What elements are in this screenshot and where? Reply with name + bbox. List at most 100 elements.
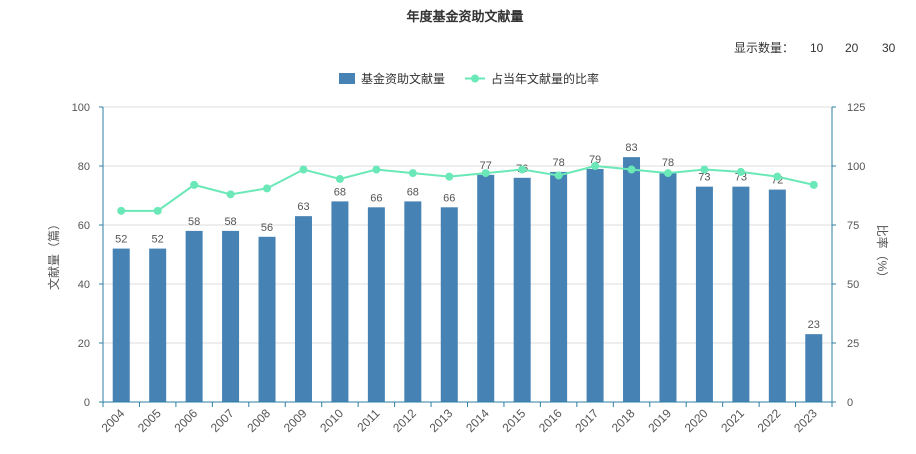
display-count-20-button[interactable]: 20 [845, 41, 859, 55]
y2-tick-label: 0 [847, 397, 853, 409]
bar-value-label: 79 [589, 154, 601, 166]
x-tick-label: 2013 [427, 406, 456, 435]
bar-2013[interactable] [440, 207, 458, 402]
ratio-point-2010[interactable] [335, 174, 344, 183]
bar-2020[interactable] [695, 186, 713, 402]
y2-tick-label: 25 [847, 338, 859, 350]
bar-2019[interactable] [659, 171, 677, 402]
ratio-point-2013[interactable] [445, 172, 454, 181]
ratio-point-2019[interactable] [663, 169, 672, 178]
x-tick-label: 2011 [354, 406, 382, 434]
legend-bar-label: 基金资助文献量 [361, 71, 445, 86]
ratio-point-2021[interactable] [736, 167, 745, 176]
y2-axis-title: 比率（%） [875, 225, 890, 284]
grid [103, 106, 832, 403]
ratio-point-2007[interactable] [226, 190, 235, 199]
legend-bar-swatch [339, 73, 355, 84]
legend-line-label: 占当年文献量的比率 [491, 71, 599, 86]
bar-2015[interactable] [513, 177, 531, 402]
bar-value-label: 77 [480, 160, 492, 172]
ratio-point-2020[interactable] [700, 165, 709, 174]
ratio-point-2009[interactable] [299, 165, 308, 174]
bar-value-label: 68 [407, 186, 419, 198]
x-tick-label: 2022 [755, 406, 784, 435]
display-count-label: 显示数量： [734, 40, 794, 55]
legend-item-bar[interactable]: 基金资助文献量 [339, 71, 445, 86]
bar-2005[interactable] [149, 248, 167, 402]
ratio-line [121, 164, 814, 212]
bar-value-label: 78 [662, 157, 674, 169]
legend-line-dot [471, 74, 479, 83]
chart-title: 年度基金资助文献量 [406, 9, 523, 24]
y-axis-title: 文献量（篇） [46, 218, 61, 290]
bar-value-label: 58 [224, 216, 236, 228]
display-count-30-button[interactable]: 30 [882, 41, 896, 55]
bar-value-label: 58 [188, 216, 200, 228]
ratio-point-2015[interactable] [518, 165, 527, 174]
ratio-point-2011[interactable] [372, 165, 381, 174]
bar-value-label: 52 [115, 234, 127, 246]
bar-value-label: 68 [334, 186, 346, 198]
x-tick-label: 2014 [463, 406, 492, 435]
bar-2017[interactable] [586, 168, 604, 402]
y-tick-label: 0 [84, 397, 90, 409]
x-tick-label: 2018 [609, 406, 638, 435]
line-series [117, 162, 818, 215]
y-tick-label: 40 [78, 279, 90, 291]
bar-value-label: 56 [261, 222, 273, 234]
ratio-point-2018[interactable] [627, 165, 636, 174]
x-tick-label: 2021 [718, 406, 747, 435]
y2-tick-label: 125 [847, 102, 865, 114]
bar-value-label: 73 [698, 172, 710, 184]
y-axis-ticks: 0 20 40 60 80 100 [72, 102, 103, 409]
bar-2008[interactable] [258, 236, 276, 402]
x-tick-label: 2007 [208, 406, 237, 435]
bar-2010[interactable] [331, 201, 349, 402]
bar-series [112, 157, 823, 402]
x-tick-label: 2015 [500, 406, 529, 435]
y2-tick-label: 50 [847, 279, 859, 291]
x-tick-label: 2012 [390, 406, 419, 435]
bar-2009[interactable] [294, 216, 312, 402]
bar-2007[interactable] [222, 230, 240, 402]
x-tick-label: 2006 [171, 406, 200, 435]
y-tick-label: 60 [78, 220, 90, 232]
bar-2004[interactable] [112, 248, 130, 402]
x-tick-label: 2023 [791, 406, 820, 435]
bar-2023[interactable] [805, 334, 823, 402]
ratio-point-2016[interactable] [554, 171, 563, 180]
display-count-10-button[interactable]: 10 [810, 41, 824, 55]
axes [102, 107, 833, 403]
ratio-point-2008[interactable] [263, 184, 272, 193]
bar-value-label: 83 [625, 142, 637, 154]
bar-2018[interactable] [623, 157, 641, 402]
bar-value-label: 66 [443, 192, 455, 204]
legend: 基金资助文献量 占当年文献量的比率 [339, 71, 599, 86]
ratio-point-2006[interactable] [190, 180, 199, 189]
ratio-point-2017[interactable] [591, 162, 600, 170]
bar-2014[interactable] [477, 174, 495, 402]
ratio-point-2004[interactable] [117, 206, 126, 215]
x-tick-label: 2009 [281, 406, 310, 435]
x-tick-label: 2017 [572, 406, 601, 435]
bar-2006[interactable] [185, 230, 203, 402]
x-tick-label: 2020 [682, 406, 711, 435]
ratio-point-2005[interactable] [153, 206, 162, 215]
ratio-point-2012[interactable] [408, 169, 417, 178]
bar-2016[interactable] [550, 171, 568, 402]
legend-item-line[interactable]: 占当年文献量的比率 [465, 71, 599, 86]
bar-2011[interactable] [367, 207, 385, 402]
bar-2022[interactable] [768, 189, 786, 402]
x-tick-label: 2010 [317, 406, 346, 435]
y2-tick-label: 75 [847, 220, 859, 232]
bar-value-label: 73 [735, 172, 747, 184]
ratio-point-2014[interactable] [481, 169, 490, 178]
bar-2012[interactable] [404, 201, 422, 402]
ratio-point-2023[interactable] [809, 180, 818, 189]
bar-value-label: 52 [152, 234, 164, 246]
ratio-point-2022[interactable] [773, 172, 782, 181]
y-tick-label: 80 [78, 161, 90, 173]
bar-2021[interactable] [732, 186, 750, 402]
x-tick-label: 2016 [536, 406, 565, 435]
